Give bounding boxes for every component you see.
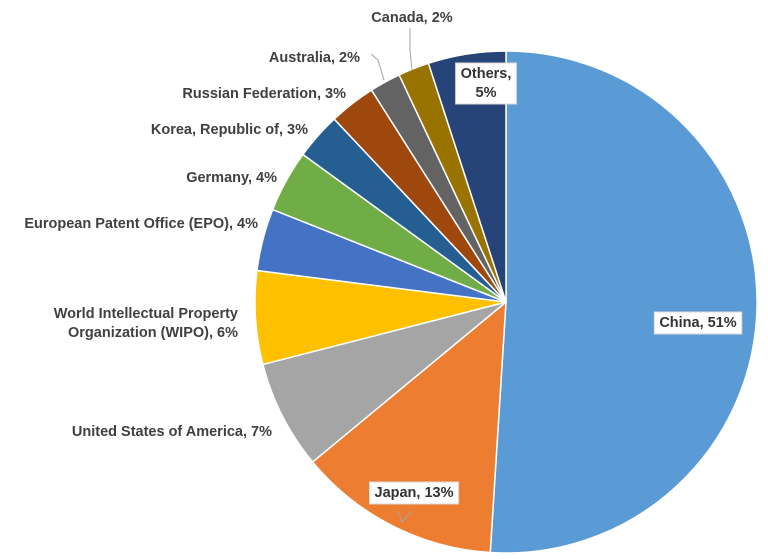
data-label-text: Korea, Republic of, 3% xyxy=(151,122,308,138)
data-label-canada: Canada, 2% xyxy=(371,10,452,26)
leader-line-canada xyxy=(409,28,413,71)
data-label-box xyxy=(653,311,743,335)
data-label-world-intellectual-property-organization-wipo: World Intellectual Property Organization … xyxy=(54,306,238,341)
data-label-text: Russian Federation, 3% xyxy=(182,86,346,102)
data-label-china: China, 51% xyxy=(653,311,743,335)
data-label-text: Others, 5% xyxy=(461,66,512,101)
data-label-text: China, 51% xyxy=(659,315,736,331)
data-label-line: Germany, 4% xyxy=(186,170,277,186)
data-label-korea-republic-of: Korea, Republic of, 3% xyxy=(151,122,308,138)
data-label-line: United States of America, 7% xyxy=(72,424,272,440)
data-label-box xyxy=(455,62,517,105)
data-labels: China, 51% Japan, 13% United States of Ame… xyxy=(24,10,743,505)
data-label-line: World Intellectual Property xyxy=(54,306,238,322)
data-label-australia: Australia, 2% xyxy=(269,50,360,66)
data-label-line: Russian Federation, 3% xyxy=(182,86,346,102)
data-label-text: Japan, 13% xyxy=(375,485,454,501)
data-label-text: United States of America, 7% xyxy=(72,424,272,440)
data-label-box xyxy=(369,481,460,505)
data-label-line: Korea, Republic of, 3% xyxy=(151,122,308,138)
data-label-line: Others, xyxy=(461,66,512,82)
data-label-text: European Patent Office (EPO), 4% xyxy=(24,216,258,232)
data-label-line: Canada, 2% xyxy=(371,10,452,26)
leader-line-australia xyxy=(370,53,385,81)
data-label-text: Australia, 2% xyxy=(269,50,360,66)
data-label-text: Canada, 2% xyxy=(371,10,452,26)
data-label-japan: Japan, 13% xyxy=(369,481,460,505)
data-label-european-patent-office-epo: European Patent Office (EPO), 4% xyxy=(24,216,258,232)
data-label-others: Others, 5% xyxy=(455,62,517,105)
leader-line-japan xyxy=(397,510,413,523)
data-label-line: Australia, 2% xyxy=(269,50,360,66)
data-label-line: China, 51% xyxy=(659,315,736,331)
pie-slices xyxy=(254,50,758,554)
pie-slice-united-states-of-america xyxy=(261,301,507,464)
pie-slice-others xyxy=(427,50,507,303)
pie-slice-china xyxy=(489,50,758,554)
data-label-line: Organization (WIPO), 6% xyxy=(68,325,238,341)
data-label-russian-federation: Russian Federation, 3% xyxy=(182,86,346,102)
data-label-line: 5% xyxy=(476,85,497,101)
data-label-text: Germany, 4% xyxy=(186,170,277,186)
data-label-line: Japan, 13% xyxy=(375,485,454,501)
data-label-germany: Germany, 4% xyxy=(186,170,277,186)
leader-lines xyxy=(370,28,413,523)
data-label-line: European Patent Office (EPO), 4% xyxy=(24,216,258,232)
data-label-united-states-of-america: United States of America, 7% xyxy=(72,424,272,440)
data-label-text: World Intellectual Property Organization … xyxy=(54,306,238,341)
